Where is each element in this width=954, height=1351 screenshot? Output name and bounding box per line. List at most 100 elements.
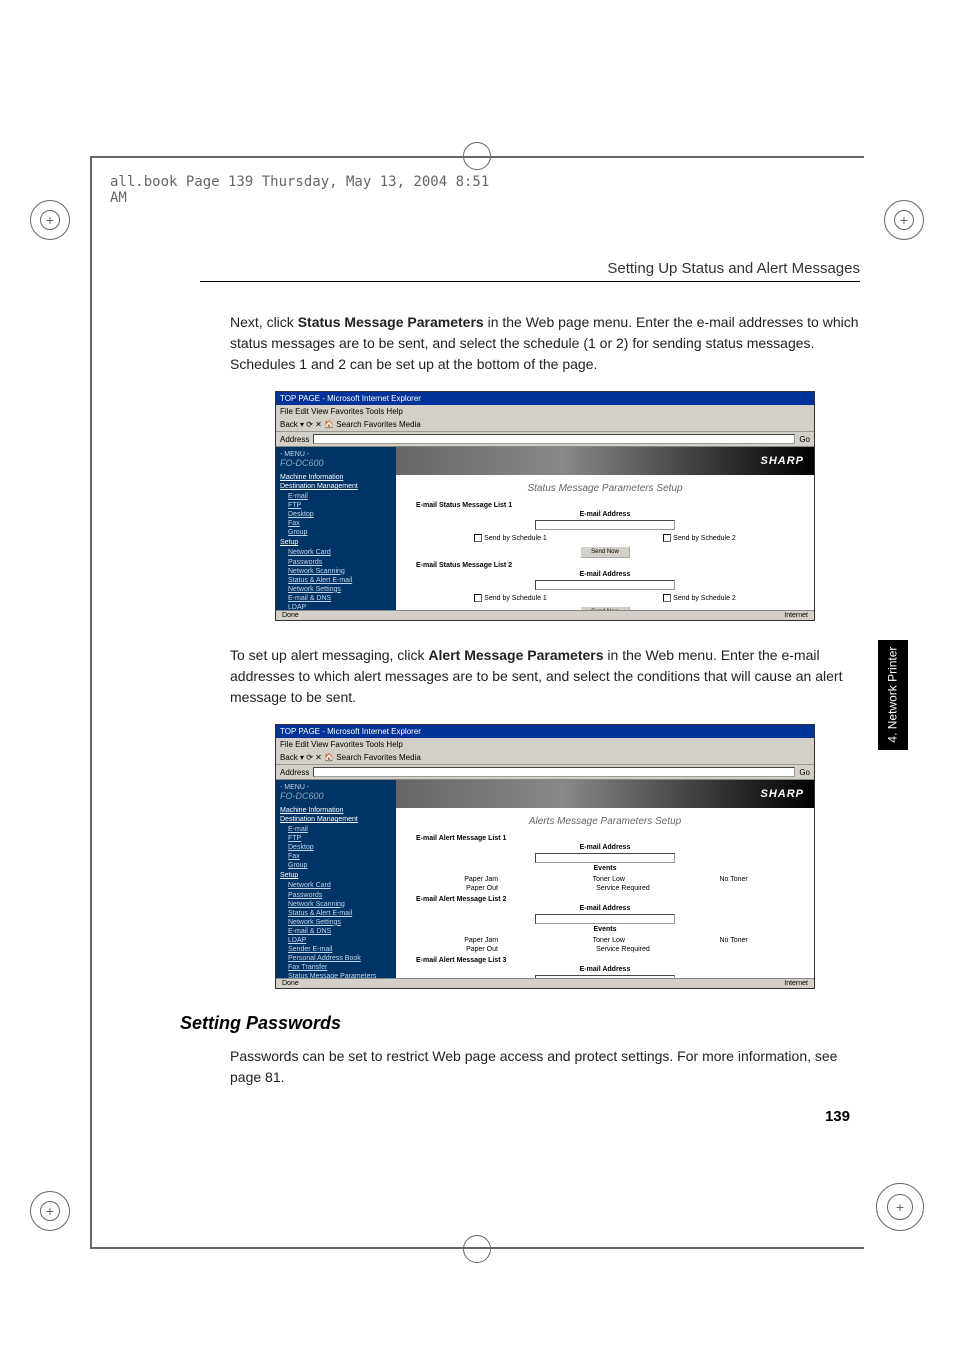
sidebar-heading[interactable]: Destination Management (280, 483, 392, 490)
sidebar-item[interactable]: E-mail & DNS (288, 927, 392, 936)
sidebar-heading: Setup (280, 872, 392, 879)
schedule-1-checkbox[interactable]: Send by Schedule 1 (474, 594, 547, 602)
registration-mark-icon (30, 1191, 70, 1231)
email-input[interactable] (535, 580, 675, 590)
sidebar-item[interactable]: Desktop (288, 843, 392, 852)
crop-mark-icon (463, 142, 491, 170)
sharp-logo: SHARP (760, 455, 804, 467)
webadmin-main: SHARP Status Message Parameters Setup E-… (396, 447, 814, 615)
registration-mark-icon (884, 200, 924, 240)
sidebar-item[interactable]: Status & Alert E-mail (288, 576, 392, 585)
paper-out-checkbox[interactable]: Paper Out (464, 885, 498, 892)
event-row: Paper Out Service Required (416, 885, 794, 892)
sidebar-item[interactable]: Fax (288, 852, 392, 861)
screenshot-alert-params: TOP PAGE - Microsoft Internet Explorer F… (275, 724, 815, 989)
schedule-2-checkbox[interactable]: Send by Schedule 2 (663, 534, 736, 542)
list-label: E-mail Alert Message List 3 (416, 957, 794, 964)
sidebar-item[interactable]: Passwords (288, 558, 392, 567)
subheading: Setting Passwords (180, 1013, 860, 1034)
link-reference: Status Message Parameters (298, 314, 484, 330)
sidebar-item-desktop[interactable]: Desktop (288, 510, 392, 519)
sidebar-item[interactable]: Network Settings (288, 918, 392, 927)
sidebar-item[interactable]: Passwords (288, 891, 392, 900)
toner-low-checkbox[interactable]: Toner Low (591, 876, 625, 883)
ie-menu-bar[interactable]: File Edit View Favorites Tools Help (276, 405, 814, 418)
sidebar-item[interactable]: E-mail & DNS (288, 594, 392, 603)
sidebar-item[interactable]: Sender E-mail (288, 945, 392, 954)
sidebar-heading[interactable]: Machine Information (280, 474, 392, 481)
page-title: Alerts Message Parameters Setup (396, 816, 814, 827)
paper-out-checkbox[interactable]: Paper Out (464, 946, 498, 953)
page-number: 139 (100, 1108, 850, 1125)
sidebar-item[interactable]: Network Scanning (288, 900, 392, 909)
address-label: Address (280, 435, 309, 444)
checkbox-label: Send by Schedule 1 (484, 595, 547, 602)
crop-mark-icon (463, 1235, 491, 1263)
schedule-2-checkbox[interactable]: Send by Schedule 2 (663, 594, 736, 602)
sidebar-item-email[interactable]: E-mail (288, 492, 392, 501)
text: Next, click (230, 314, 298, 330)
screenshot-status-params: TOP PAGE - Microsoft Internet Explorer F… (275, 391, 815, 621)
send-now-button[interactable]: Send Now (580, 546, 630, 558)
checkbox-label: No Toner (719, 876, 747, 883)
ie-toolbar[interactable]: Back ▾ ⟳ ✕ 🏠 Search Favorites Media (276, 751, 814, 765)
chapter-tab: 4. Network Printer (878, 640, 908, 750)
service-required-checkbox[interactable]: Service Required (594, 946, 650, 953)
event-row: Paper Out Service Required (416, 946, 794, 953)
sidebar-heading[interactable]: Machine Information (280, 807, 392, 814)
sidebar-item[interactable]: Network Settings (288, 585, 392, 594)
no-toner-checkbox[interactable]: No Toner (717, 876, 747, 883)
sidebar-item[interactable]: FTP (288, 834, 392, 843)
status-zone: Internet (784, 612, 808, 619)
toner-low-checkbox[interactable]: Toner Low (591, 937, 625, 944)
link-reference: Alert Message Parameters (428, 647, 603, 663)
ie-toolbar[interactable]: Back ▾ ⟳ ✕ 🏠 Search Favorites Media (276, 418, 814, 432)
list-label: E-mail Alert Message List 2 (416, 896, 794, 903)
alert-list-2: E-mail Alert Message List 2 E-mail Addre… (416, 896, 794, 933)
sidebar-item-ftp[interactable]: FTP (288, 501, 392, 510)
sidebar-menu-label: - MENU - (280, 784, 392, 791)
email-input[interactable] (535, 914, 675, 924)
paragraph-3: Passwords can be set to restrict Web pag… (230, 1046, 860, 1088)
banner: SHARP (396, 780, 814, 808)
ie-menu-bar[interactable]: File Edit View Favorites Tools Help (276, 738, 814, 751)
service-required-checkbox[interactable]: Service Required (594, 885, 650, 892)
sidebar-item[interactable]: Network Card (288, 548, 392, 557)
ie-status-bar: Done Internet (276, 610, 814, 620)
sidebar-item[interactable]: Network Scanning (288, 567, 392, 576)
paper-jam-checkbox[interactable]: Paper Jam (462, 876, 498, 883)
sidebar-item[interactable]: Status & Alert E-mail (288, 909, 392, 918)
sidebar-heading[interactable]: Destination Management (280, 816, 392, 823)
ie-content: - MENU - FO-DC600 Machine Information De… (276, 780, 814, 983)
schedule-1-checkbox[interactable]: Send by Schedule 1 (474, 534, 547, 542)
go-button[interactable]: Go (799, 435, 810, 444)
registration-mark-icon (30, 200, 70, 240)
no-toner-checkbox[interactable]: No Toner (717, 937, 747, 944)
field-label: E-mail Address (416, 966, 794, 973)
sidebar-model: FO-DC600 (280, 458, 392, 468)
email-input[interactable] (535, 853, 675, 863)
sidebar-item[interactable]: LDAP (288, 936, 392, 945)
checkbox-label: Send by Schedule 2 (673, 595, 736, 602)
paragraph-2: To set up alert messaging, click Alert M… (230, 645, 860, 708)
checkbox-label: Paper Jam (464, 937, 498, 944)
checkbox-icon (663, 594, 671, 602)
text: To set up alert messaging, click (230, 647, 428, 663)
address-input[interactable] (313, 767, 795, 777)
sidebar-item[interactable]: Group (288, 861, 392, 870)
email-input[interactable] (535, 520, 675, 530)
checkbox-label: Paper Jam (464, 876, 498, 883)
checkbox-label: Send by Schedule 2 (673, 535, 736, 542)
sidebar-item[interactable]: Fax Transfer (288, 963, 392, 972)
section-title: Setting Up Status and Alert Messages (200, 260, 860, 282)
go-button[interactable]: Go (799, 768, 810, 777)
sidebar-item-fax[interactable]: Fax (288, 519, 392, 528)
sidebar-item-group[interactable]: Group (288, 528, 392, 537)
sidebar-item[interactable]: Personal Address Book (288, 954, 392, 963)
list-label: E-mail Alert Message List 1 (416, 835, 794, 842)
paper-jam-checkbox[interactable]: Paper Jam (462, 937, 498, 944)
sidebar-item[interactable]: E-mail (288, 825, 392, 834)
sidebar-item[interactable]: Network Card (288, 881, 392, 890)
address-input[interactable] (313, 434, 795, 444)
banner: SHARP (396, 447, 814, 475)
